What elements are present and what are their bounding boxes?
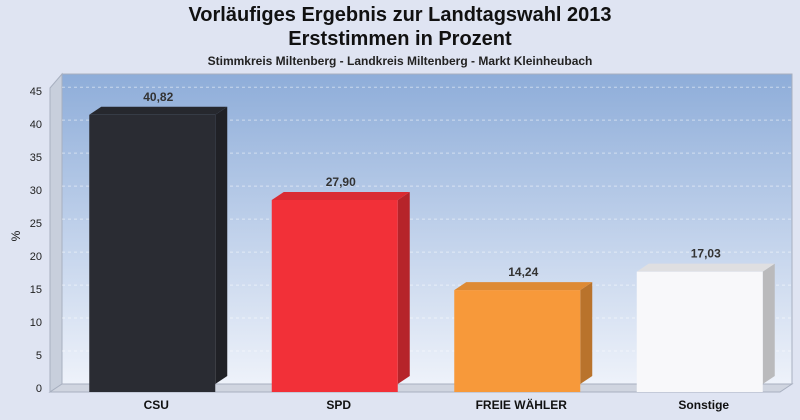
bar-front <box>271 199 398 392</box>
y-axis-label: % <box>9 230 23 241</box>
y-tick-label: 30 <box>30 185 42 197</box>
bar-side <box>397 191 410 384</box>
x-category-label: SPD <box>326 398 351 412</box>
bar-top <box>454 282 593 291</box>
y-tick-label: 15 <box>30 284 42 296</box>
data-label: 27,90 <box>326 175 356 189</box>
y-tick-label: 10 <box>30 317 42 329</box>
y-tick-label: 35 <box>30 152 42 164</box>
bar-side <box>215 106 228 384</box>
y-tick-label: 25 <box>30 218 42 230</box>
bar-side <box>580 282 593 384</box>
bar-csu: 40,82 <box>89 90 228 392</box>
chart-subtitle: Erststimmen in Prozent <box>288 28 512 50</box>
bar-top <box>271 191 410 200</box>
bar-freie-wähler: 14,24 <box>454 265 593 392</box>
bar-top <box>636 263 775 272</box>
data-label: 17,03 <box>691 247 721 261</box>
bar-front <box>89 114 216 392</box>
y-tick-label: 5 <box>36 350 42 362</box>
x-category-label: CSU <box>144 398 169 412</box>
x-category-label: Sonstige <box>678 398 729 412</box>
bar-top <box>89 106 228 115</box>
y-tick-label: 40 <box>30 119 42 131</box>
chart-titles: Vorläufiges Ergebnis zur Landtagswahl 20… <box>0 0 800 69</box>
y-tick-label: 45 <box>30 86 42 98</box>
y-tick-label: 0 <box>36 383 42 395</box>
chart-title: Vorläufiges Ergebnis zur Landtagswahl 20… <box>188 4 612 26</box>
data-label: 40,82 <box>143 90 173 104</box>
plot-wall-left <box>49 72 63 393</box>
bar-side <box>762 263 775 384</box>
bar-front <box>636 271 763 392</box>
bar-sonstige: 17,03 <box>636 247 775 392</box>
chart-caption: Stimmkreis Miltenberg - Landkreis Milten… <box>207 54 593 68</box>
bar-front <box>454 290 581 392</box>
bar-spd: 27,90 <box>271 175 410 392</box>
y-tick-label: 20 <box>30 251 42 263</box>
data-label: 14,24 <box>508 265 538 279</box>
x-category-label: FREIE WÄHLER <box>476 397 568 412</box>
